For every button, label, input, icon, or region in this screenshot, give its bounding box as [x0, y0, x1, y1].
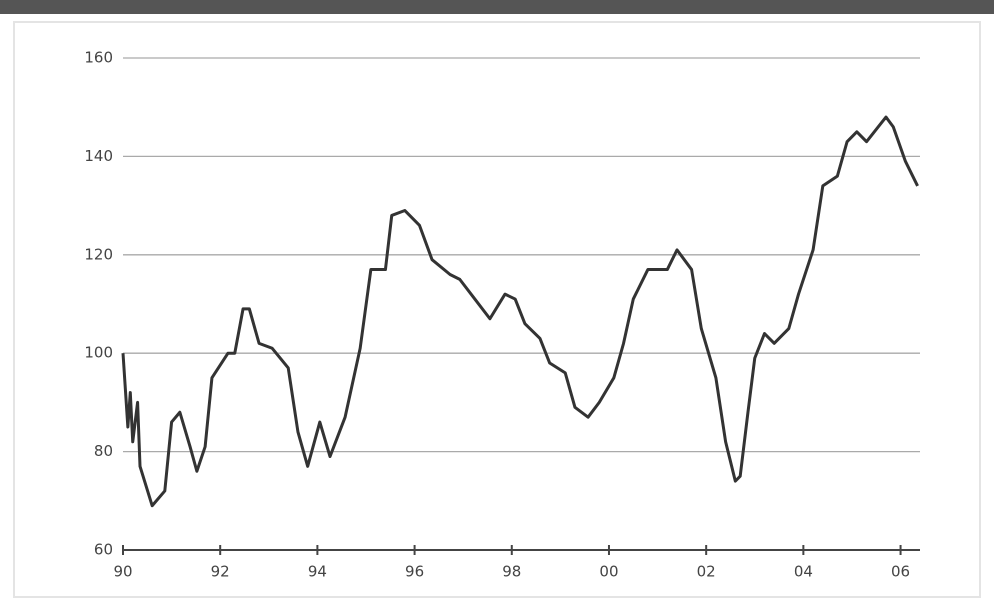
y-tick-label: 160 — [84, 49, 113, 67]
x-tick-label: 02 — [697, 563, 716, 581]
x-tick-label: 94 — [308, 563, 327, 581]
x-tick-label: 00 — [599, 563, 618, 581]
x-tick-label: 96 — [405, 563, 424, 581]
x-tick-label: 90 — [113, 563, 132, 581]
frame — [13, 21, 981, 598]
x-tick-label: 92 — [211, 563, 230, 581]
y-tick-label: 100 — [84, 344, 113, 362]
x-tick-label: 98 — [502, 563, 521, 581]
x-tick-label: 06 — [891, 563, 910, 581]
top-bar — [0, 0, 994, 14]
line — [121, 115, 919, 508]
y-tick-label: 60 — [94, 541, 113, 559]
y-tick-label: 80 — [94, 442, 113, 460]
y-tick-label: 120 — [84, 245, 113, 263]
y-tick-label: 140 — [84, 147, 113, 165]
x-tick-label: 04 — [794, 563, 813, 581]
